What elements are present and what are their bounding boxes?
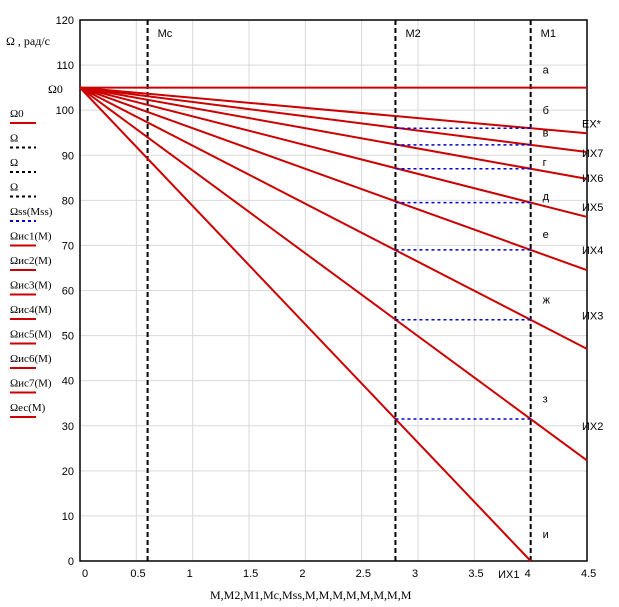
series-label: ИХ3 (582, 310, 603, 322)
legend-label: Ωис5(M) (10, 329, 52, 341)
point-label: ж (543, 295, 551, 307)
y-tick-label: 10 (62, 511, 74, 523)
y-tick-label: 50 (62, 331, 74, 343)
vline-label-m2: M2 (405, 28, 420, 40)
y-tick-label: 90 (62, 150, 74, 162)
point-label: в (543, 128, 549, 140)
y-tick-label: 110 (56, 60, 74, 72)
x-axis-label: M,M2,M1,Mc,Mss,M,M,M,M,M,M,M,M (210, 588, 412, 602)
y-tick-label: 30 (62, 421, 74, 433)
x-tick-label: 2.5 (356, 568, 371, 580)
x-tick-label: 4.5 (581, 568, 596, 580)
legend-label: Ω0 (10, 108, 24, 120)
y-tick-label: 20 (62, 466, 74, 478)
point-label: д (543, 191, 550, 203)
point-label: и (543, 529, 549, 541)
y-tick-label: 0 (68, 556, 74, 568)
series-label: ИХ1 (498, 569, 519, 581)
point-label: а (543, 65, 550, 77)
x-tick-label: 1 (187, 568, 193, 580)
series-line (79, 86, 588, 462)
y-tick-label: 60 (62, 286, 74, 298)
point-label: г (543, 157, 547, 169)
legend-label: Ω (10, 182, 18, 194)
legend-label: Ωис3(M) (10, 280, 52, 292)
series-line (79, 86, 588, 350)
series-line (79, 86, 588, 135)
series-label: ИХ2 (582, 421, 603, 433)
y-tick-label: 40 (62, 376, 74, 388)
y-tick-label: 70 (62, 240, 74, 252)
x-tick-label: 3 (412, 568, 418, 580)
series-line (79, 86, 588, 154)
legend-label: Ω (10, 157, 18, 169)
y-tick-label: 80 (62, 195, 74, 207)
vline-label-mc: Mc (158, 28, 173, 40)
series-line (79, 86, 588, 180)
point-label: з (543, 394, 548, 406)
legend-label: Ωис6(M) (10, 353, 52, 365)
point-label: б (543, 105, 549, 117)
series-label: ИХ6 (582, 173, 603, 185)
x-tick-label: 2 (299, 568, 305, 580)
legend-label: Ωss(Mss) (10, 206, 53, 218)
series-line (79, 86, 532, 562)
series-label: ИХ4 (582, 245, 603, 257)
legend-label: Ωис1(M) (10, 231, 52, 243)
x-tick-label: 3.5 (468, 568, 483, 580)
x-tick-label: 0 (82, 568, 88, 580)
legend-label: Ωес(M) (10, 402, 46, 414)
omega0-label: Ω0 (48, 82, 63, 96)
y-tick-label: 120 (56, 15, 74, 27)
x-tick-label: 1.5 (243, 568, 258, 580)
legend-label: Ω (10, 133, 18, 145)
series-label: ИХ7 (582, 148, 603, 160)
x-tick-label: 0.5 (130, 568, 145, 580)
vline-label-m1: M1 (541, 28, 556, 40)
series-line (79, 86, 588, 272)
plot-frame (79, 19, 588, 562)
tick-labels: 0 0.5 1 1.5 2 2.5 3 3.5 4 4.5 0 10 20 30 40 50 60 70 80 90 1… (56, 15, 597, 580)
y-axis-label: Ω , рад/с (6, 34, 50, 48)
series-line (79, 86, 588, 218)
legend-label: Ωис7(M) (10, 378, 52, 390)
legend-label: Ωис4(M) (10, 304, 52, 316)
legend: Ω0ΩΩΩΩss(Mss)Ωис1(M)Ωис2(M)Ωис3(M)Ωис4(M… (10, 108, 53, 418)
series-label: EX* (582, 119, 602, 131)
legend-label: Ωис2(M) (10, 255, 52, 267)
point-label: е (543, 229, 549, 241)
series-label: ИХ5 (582, 202, 603, 214)
x-tick-label: 4 (525, 568, 531, 580)
y-tick-label: 100 (56, 105, 74, 117)
plot-area: Mc M2 M1 а бв г д е ж з и EX* ИХ7 ИХ6 ИХ5 ИХ4 ИХ3 ИХ2 ИХ1 (79, 19, 603, 581)
